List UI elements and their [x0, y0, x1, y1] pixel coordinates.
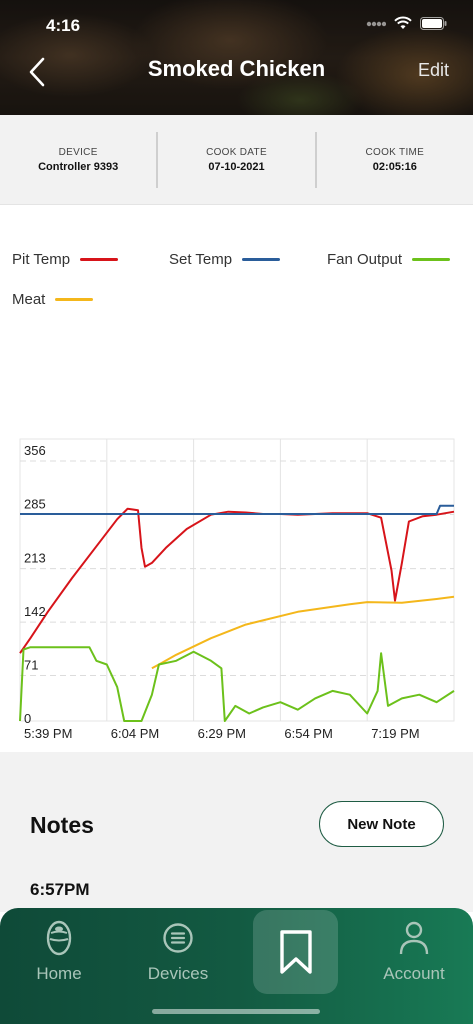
- note-timestamp[interactable]: 6:57PM: [30, 880, 90, 899]
- battery-icon: [420, 16, 447, 35]
- legend-label: Pit Temp: [12, 251, 71, 268]
- home-indicator: [152, 1009, 320, 1014]
- cook-info-bar: DEVICE Controller 9393 COOK DATE 07-10-2…: [0, 115, 473, 205]
- legend-meat[interactable]: Meat: [12, 291, 94, 308]
- chart-frame: [19, 438, 455, 722]
- tab-account[interactable]: Account: [364, 918, 464, 984]
- tab-label: Home: [36, 964, 82, 983]
- legend-swatch: [80, 258, 119, 261]
- cook-time-info: COOK TIME 02:05:16: [314, 131, 473, 188]
- cook-time-value: 02:05:16: [372, 160, 417, 173]
- x-tick-label: 5:39 PM: [24, 726, 72, 741]
- list-circle-icon: [162, 918, 194, 958]
- series-fan-output-line: [19, 646, 455, 722]
- tab-home[interactable]: Home: [9, 918, 109, 984]
- y-tick-label: 0: [24, 711, 31, 726]
- x-tick-label: 6:29 PM: [198, 726, 246, 741]
- legend-swatch: [412, 258, 451, 261]
- egg-grill-icon: [45, 918, 73, 958]
- y-tick-label: 356: [24, 443, 46, 458]
- status-time: 4:16: [46, 16, 81, 35]
- x-tick-label: 6:54 PM: [284, 726, 332, 741]
- tab-label: Devices: [147, 964, 209, 983]
- cook-date-info: COOK DATE 07-10-2021: [156, 131, 314, 188]
- legend-label: Set Temp: [169, 251, 233, 268]
- y-tick-label: 71: [24, 658, 38, 673]
- x-tick-label: 6:04 PM: [111, 726, 159, 741]
- legend-set-temp[interactable]: Set Temp: [169, 251, 281, 268]
- new-note-button[interactable]: New Note: [319, 801, 444, 847]
- header: 4:16 Smoked Chicken Edit: [0, 0, 473, 115]
- notes-title: Notes: [30, 812, 94, 838]
- signal-icon: [366, 17, 387, 35]
- legend-label: Fan Output: [327, 251, 403, 268]
- notes-section: Notes New Note 6:57PM: [0, 752, 473, 912]
- legend-swatch: [242, 258, 281, 261]
- device-label: DEVICE: [58, 146, 98, 158]
- cook-time-label: COOK TIME: [365, 146, 425, 158]
- series-set-temp-line: [20, 504, 454, 515]
- tab-saved[interactable]: [253, 910, 338, 994]
- legend-pit-temp[interactable]: Pit Temp: [12, 251, 119, 268]
- bookmark-icon: [279, 930, 312, 974]
- temperature-chart[interactable]: 356 285 213 142 71 05:39 PM 6:04 PM 6:29 PM 6:54…: [18, 435, 456, 745]
- legend-fan-output[interactable]: Fan Output: [327, 251, 451, 268]
- series-meat-line: [151, 595, 455, 670]
- user-icon: [399, 918, 429, 958]
- tab-bar: [0, 908, 473, 1024]
- status-icons: [366, 16, 447, 35]
- back-button[interactable]: [20, 52, 54, 92]
- cook-date-label: COOK DATE: [206, 146, 267, 158]
- device-info: DEVICE Controller 9393: [0, 132, 156, 188]
- y-tick-label: 142: [24, 604, 46, 619]
- y-tick-label: 285: [24, 496, 46, 511]
- y-tick-label: 213: [24, 551, 46, 566]
- tab-devices[interactable]: Devices: [128, 918, 228, 984]
- legend-label: Meat: [12, 291, 46, 308]
- series-pit-temp-line: [19, 507, 455, 654]
- legend-swatch: [55, 298, 94, 301]
- x-tick-label: 7:19 PM: [371, 726, 419, 741]
- tab-label: Account: [383, 964, 445, 983]
- device-value: Controller 9393: [38, 160, 119, 173]
- page-title: Smoked Chicken: [147, 56, 326, 81]
- wifi-icon: [394, 16, 412, 35]
- chevron-left-icon: [29, 57, 45, 87]
- edit-button[interactable]: Edit: [417, 60, 449, 80]
- cook-date-value: 07-10-2021: [208, 160, 265, 173]
